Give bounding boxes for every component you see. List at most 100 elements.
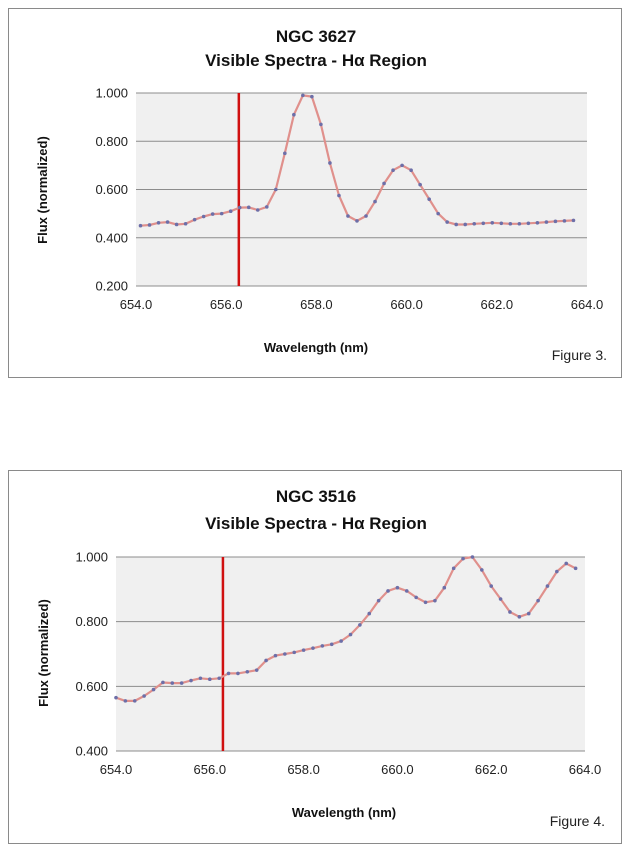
x-tick-label: 658.0: [287, 762, 320, 777]
data-point: [414, 595, 418, 600]
data-point: [526, 611, 531, 616]
data-point: [170, 681, 175, 685]
data-point: [165, 220, 170, 224]
chart-subtitle: Visible Spectra - Hα Region: [205, 514, 427, 533]
y-tick-label: 0.600: [95, 182, 128, 197]
data-point: [472, 221, 477, 226]
x-tick-label: 660.0: [381, 762, 414, 777]
y-axis-label: Flux (normalized): [35, 136, 50, 244]
data-point: [481, 221, 486, 226]
data-point: [310, 94, 314, 99]
data-point: [183, 221, 188, 226]
chart-panel-figure-3: NGC 3627 Visible Spectra - Hα Region 0.2…: [8, 8, 622, 378]
x-tick-labels: 654.0 656.0 658.0 660.0 662.0 664.0: [120, 297, 604, 312]
y-tick-label: 0.800: [95, 134, 128, 149]
data-point: [571, 218, 576, 223]
data-point: [237, 205, 242, 210]
figure-caption: Figure 4.: [550, 813, 605, 829]
data-point: [132, 699, 137, 703]
x-tick-label: 656.0: [210, 297, 243, 312]
data-point: [264, 658, 268, 663]
data-point: [536, 598, 540, 603]
x-tick-label: 658.0: [300, 297, 333, 312]
x-tick-label: 654.0: [120, 297, 153, 312]
data-point: [404, 589, 409, 593]
data-point: [179, 681, 184, 685]
x-tick-label: 654.0: [100, 762, 133, 777]
data-point: [358, 623, 362, 627]
y-tick-labels: 0.400 0.600 0.800 1.000: [75, 550, 108, 759]
data-point: [151, 687, 156, 692]
data-point: [264, 205, 269, 209]
data-point: [451, 566, 456, 571]
data-point: [147, 223, 152, 227]
data-point: [463, 222, 468, 227]
data-point: [192, 217, 197, 222]
data-point: [219, 211, 224, 216]
data-point: [562, 219, 567, 223]
x-tick-label: 664.0: [569, 762, 602, 777]
data-point: [480, 568, 484, 572]
data-point: [400, 163, 404, 168]
data-point: [564, 561, 569, 566]
x-tick-label: 660.0: [390, 297, 423, 312]
data-point: [442, 585, 447, 590]
data-point: [470, 555, 475, 559]
data-point: [283, 652, 287, 656]
y-tick-label: 0.200: [95, 279, 128, 294]
data-point: [382, 181, 386, 186]
data-point: [346, 214, 350, 218]
data-point: [245, 669, 250, 674]
data-point: [337, 193, 341, 198]
data-point: [320, 644, 325, 648]
data-point: [423, 600, 428, 605]
data-point: [142, 694, 146, 698]
data-point: [201, 214, 206, 219]
x-tick-label: 662.0: [481, 297, 514, 312]
data-point: [301, 93, 305, 98]
data-point: [228, 209, 233, 214]
data-point: [454, 222, 459, 227]
chart-panel-figure-4: NGC 3516 Visible Spectra - Hα Region 0.4…: [8, 470, 622, 844]
data-point: [114, 695, 118, 700]
data-point: [391, 168, 395, 172]
chart-svg-figure-4: NGC 3516 Visible Spectra - Hα Region 0.4…: [36, 487, 605, 829]
data-point: [499, 221, 504, 226]
data-point: [364, 214, 368, 218]
data-point: [348, 632, 353, 637]
data-point: [418, 182, 422, 187]
data-point: [545, 584, 550, 588]
data-point: [367, 611, 372, 616]
x-axis-label: Wavelength (nm): [264, 340, 368, 355]
data-point: [208, 677, 212, 682]
x-tick-label: 656.0: [194, 762, 227, 777]
x-axis-label: Wavelength (nm): [292, 805, 396, 820]
data-point: [329, 642, 334, 647]
data-series: [138, 93, 576, 228]
figure-caption: Figure 3.: [552, 347, 607, 363]
data-point: [273, 653, 278, 658]
data-point: [189, 678, 193, 683]
data-point: [319, 122, 323, 127]
data-point: [490, 220, 495, 225]
data-point: [236, 671, 240, 676]
data-point: [553, 219, 558, 224]
data-point: [508, 610, 512, 614]
data-point: [461, 556, 465, 561]
data-point: [328, 161, 332, 165]
data-point: [217, 676, 221, 681]
gridlines: [136, 92, 587, 287]
plot-area: [116, 557, 585, 751]
data-point: [210, 212, 215, 216]
data-point: [433, 598, 437, 603]
data-point: [255, 208, 260, 212]
data-point: [123, 699, 128, 703]
data-point: [246, 205, 251, 210]
data-series: [114, 555, 578, 703]
chart-title: NGC 3516: [276, 487, 356, 506]
data-point: [274, 187, 278, 192]
data-point: [198, 676, 203, 681]
chart-title: NGC 3627: [276, 27, 356, 46]
data-point: [226, 671, 231, 676]
data-point: [283, 151, 287, 156]
